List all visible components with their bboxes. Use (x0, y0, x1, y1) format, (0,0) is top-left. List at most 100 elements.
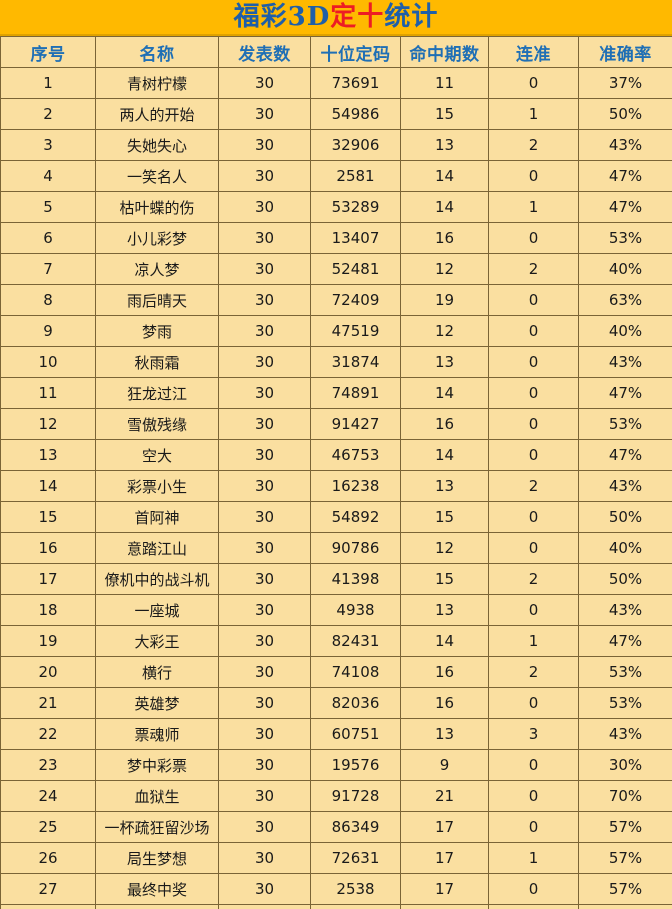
cell-index: 8 (0, 284, 96, 316)
cell-name: 彩票小生 (95, 470, 219, 502)
table-row[interactable]: 20 横行 30 74108 16 2 53% (0, 656, 672, 688)
cell-index: 19 (0, 625, 96, 657)
cell-posts: 30 (218, 346, 311, 378)
column-header-code[interactable]: 十位定码 (310, 36, 401, 68)
cell-hits: 15 (400, 501, 489, 533)
cell-accuracy: 53% (578, 656, 672, 688)
table-row[interactable]: 17 僚机中的战斗机 30 41398 15 2 50% (0, 563, 672, 595)
column-header-hits[interactable]: 命中期数 (400, 36, 489, 68)
table-row[interactable]: 14 彩票小生 30 16238 13 2 43% (0, 470, 672, 502)
cell-accuracy: 43% (578, 129, 672, 161)
cell-streak: 0 (488, 532, 579, 564)
cell-code: 90786 (310, 532, 401, 564)
cell-code: 31874 (310, 346, 401, 378)
cell-posts: 30 (218, 687, 311, 719)
cell-hits: 14 (400, 160, 489, 192)
column-header-index[interactable]: 序号 (0, 36, 96, 68)
table-row[interactable]: 19 大彩王 30 82431 14 1 47% (0, 625, 672, 657)
cell-streak: 0 (488, 904, 579, 909)
cell-index: 7 (0, 253, 96, 285)
cell-posts: 30 (218, 625, 311, 657)
cell-streak: 0 (488, 67, 579, 99)
cell-code: 86349 (310, 811, 401, 843)
cell-posts: 30 (218, 873, 311, 905)
stats-table-body: 1 青树柠檬 30 73691 11 0 37% 2 两人的开始 30 54986 15 1 50% 3 失她… (0, 67, 672, 909)
cell-posts: 30 (218, 160, 311, 192)
cell-posts: 30 (218, 842, 311, 874)
table-row[interactable]: 11 狂龙过江 30 74891 14 0 47% (0, 377, 672, 409)
table-row[interactable]: 5 枯叶蝶的伤 30 53289 14 1 47% (0, 191, 672, 223)
stats-table-header: 序号 名称 发表数 十位定码 命中期数 连准 准确率 (0, 36, 672, 68)
table-row[interactable]: 25 一杯疏狂留沙场 30 86349 17 0 57% (0, 811, 672, 843)
column-header-streak[interactable]: 连准 (488, 36, 579, 68)
cell-code: 32906 (310, 129, 401, 161)
table-row[interactable]: 6 小儿彩梦 30 13407 16 0 53% (0, 222, 672, 254)
cell-hits: 19 (400, 284, 489, 316)
table-row[interactable]: 1 青树柠檬 30 73691 11 0 37% (0, 67, 672, 99)
cell-hits: 11 (400, 67, 489, 99)
table-row[interactable]: 15 首阿神 30 54892 15 0 50% (0, 501, 672, 533)
cell-name: 秋雨霜 (95, 346, 219, 378)
table-row[interactable]: 16 意踏江山 30 90786 12 0 40% (0, 532, 672, 564)
cell-accuracy: 63% (578, 284, 672, 316)
cell-accuracy: 40% (578, 315, 672, 347)
table-row[interactable]: 10 秋雨霜 30 31874 13 0 43% (0, 346, 672, 378)
cell-streak: 2 (488, 129, 579, 161)
table-row[interactable]: 22 票魂师 30 60751 13 3 43% (0, 718, 672, 750)
cell-accuracy: 37% (578, 67, 672, 99)
cell-code: 16238 (310, 470, 401, 502)
cell-name: 英雄梦 (95, 687, 219, 719)
cell-index: 6 (0, 222, 96, 254)
cell-streak: 1 (488, 625, 579, 657)
table-row[interactable]: 23 梦中彩票 30 19576 9 0 30% (0, 749, 672, 781)
column-header-accuracy[interactable]: 准确率 (578, 36, 672, 68)
table-row[interactable]: 27 最终中奖 30 2538 17 0 57% (0, 873, 672, 905)
table-row[interactable]: 18 一座城 30 4938 13 0 43% (0, 594, 672, 626)
cell-posts: 30 (218, 315, 311, 347)
cell-accuracy: 53% (578, 408, 672, 440)
cell-hits: 13 (400, 718, 489, 750)
cell-streak: 0 (488, 749, 579, 781)
column-header-name[interactable]: 名称 (95, 36, 219, 68)
cell-index: 9 (0, 315, 96, 347)
cell-name: 空大 (95, 439, 219, 471)
cell-hits: 15 (400, 98, 489, 130)
cell-streak: 2 (488, 656, 579, 688)
cell-posts: 30 (218, 532, 311, 564)
cell-code: 52481 (310, 253, 401, 285)
table-row[interactable]: 2 两人的开始 30 54986 15 1 50% (0, 98, 672, 130)
column-header-posts[interactable]: 发表数 (218, 36, 311, 68)
table-row[interactable]: 12 雪傲残缘 30 91427 16 0 53% (0, 408, 672, 440)
cell-streak: 0 (488, 408, 579, 440)
cell-accuracy: 40% (578, 532, 672, 564)
table-row[interactable]: 8 雨后晴天 30 72409 19 0 63% (0, 284, 672, 316)
table-row[interactable]: 7 凉人梦 30 52481 12 2 40% (0, 253, 672, 285)
table-row[interactable]: 26 局生梦想 30 72631 17 1 57% (0, 842, 672, 874)
cell-code: 74108 (310, 656, 401, 688)
table-row[interactable]: 3 失她失心 30 32906 13 2 43% (0, 129, 672, 161)
cell-streak: 1 (488, 842, 579, 874)
table-row[interactable]: 13 空大 30 46753 14 0 47% (0, 439, 672, 471)
cell-code: 82036 (310, 687, 401, 719)
cell-posts: 30 (218, 470, 311, 502)
cell-posts: 30 (218, 749, 311, 781)
cell-code: 74891 (310, 377, 401, 409)
table-row[interactable]: 9 梦雨 30 47519 12 0 40% (0, 315, 672, 347)
cell-accuracy: 43% (578, 718, 672, 750)
cell-index: 14 (0, 470, 96, 502)
cell-hits: 12 (400, 253, 489, 285)
cell-name: 梦雨 (95, 315, 219, 347)
table-row[interactable]: 28稳掌三界304786015050% (0, 904, 672, 909)
cell-index: 2 (0, 98, 96, 130)
page-title-bar: 福彩3D定十统计 (0, 0, 672, 36)
cell-accuracy: 43% (578, 470, 672, 502)
table-row[interactable]: 4 一笑名人 30 2581 14 0 47% (0, 160, 672, 192)
cell-code: 72409 (310, 284, 401, 316)
table-row[interactable]: 24 血狱生 30 91728 21 0 70% (0, 780, 672, 812)
cell-hits: 12 (400, 315, 489, 347)
cell-accuracy: 30% (578, 749, 672, 781)
table-row[interactable]: 21 英雄梦 30 82036 16 0 53% (0, 687, 672, 719)
cell-index: 25 (0, 811, 96, 843)
cell-accuracy: 40% (578, 253, 672, 285)
